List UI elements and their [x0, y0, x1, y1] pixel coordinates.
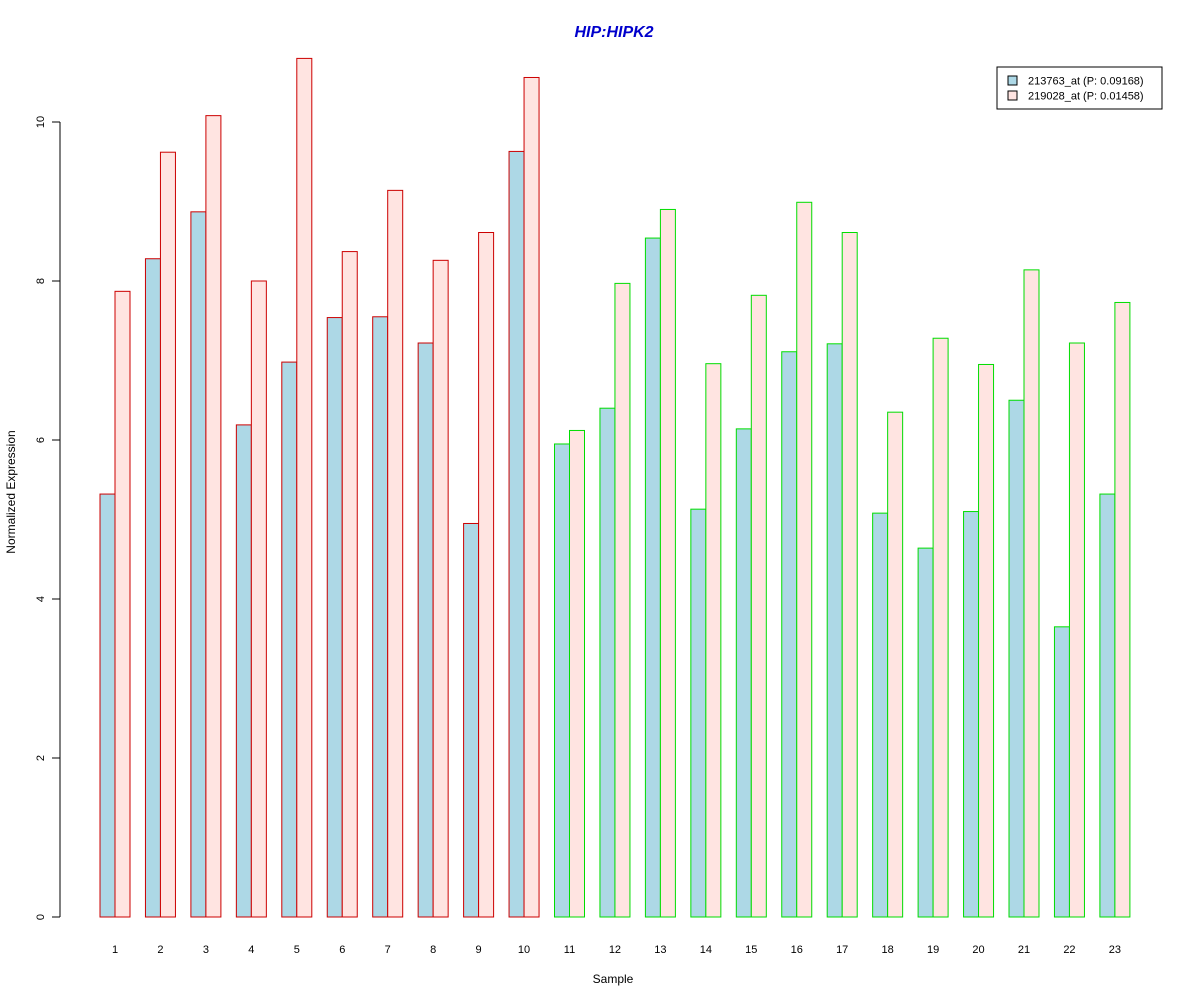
bar-series1-sample-13 [644, 237, 661, 918]
x-tick-label: 20 [972, 944, 984, 956]
bar-series1-sample-14 [690, 508, 707, 918]
x-tick-label: 17 [836, 944, 848, 956]
y-tick-label: 0 [35, 914, 47, 920]
x-tick-label: 2 [157, 944, 163, 956]
bar-series2-sample-1 [114, 290, 131, 918]
x-tick-label: 14 [700, 944, 712, 956]
bar-series1-sample-18 [872, 512, 889, 918]
bar-series1-sample-8 [417, 342, 434, 918]
x-tick-label: 19 [927, 944, 939, 956]
x-tick-label: 12 [609, 944, 621, 956]
bar-series1-sample-19 [917, 547, 934, 918]
bar-series1-sample-21 [1008, 399, 1025, 918]
bar-series1-sample-12 [599, 407, 616, 918]
x-tick-label: 15 [745, 944, 757, 956]
x-tick-label: 11 [564, 944, 575, 956]
bar-series2-sample-14 [705, 363, 722, 918]
bar-series2-sample-23 [1114, 301, 1131, 918]
x-tick-label: 3 [203, 944, 209, 956]
bar-series2-sample-11 [569, 429, 585, 918]
x-tick-label: 6 [339, 944, 345, 956]
x-tick-label: 4 [248, 944, 254, 956]
y-tick-label: 6 [35, 437, 47, 443]
legend-swatch [1007, 75, 1018, 86]
bar-series2-sample-20 [978, 363, 995, 918]
bar-series2-sample-18 [887, 411, 904, 918]
y-tick-label: 10 [35, 116, 47, 128]
bar-series1-sample-4 [235, 424, 252, 918]
y-tick-label: 4 [35, 596, 47, 602]
bar-series2-sample-10 [523, 76, 540, 918]
bar-series1-sample-22 [1053, 626, 1070, 918]
bar-series1-sample-20 [963, 511, 980, 918]
x-tick-label: 8 [430, 944, 436, 956]
bar-series2-sample-22 [1068, 342, 1085, 918]
legend-entry-label: 219028_at (P: 0.01458) [1028, 91, 1144, 103]
bar-series1-sample-5 [281, 361, 298, 918]
y-tick-label: 8 [35, 278, 47, 284]
bar-series1-sample-6 [326, 317, 343, 918]
bar-series2-sample-9 [478, 232, 495, 918]
bar-series2-sample-2 [159, 151, 176, 918]
bar-series2-sample-6 [341, 251, 358, 918]
legend-swatch [1007, 90, 1018, 101]
x-tick-labels: 1 2 3 4 5 6 7 8 9 10 11 12 13 14 15 16 17 18 19 20 21 22 23 [112, 944, 1121, 956]
x-tick-label: 9 [476, 944, 482, 956]
y-axis: 0 2 4 6 8 10 [35, 116, 61, 920]
bar-series2-sample-3 [205, 115, 222, 918]
bar-series1-sample-10 [508, 150, 525, 918]
x-tick-label: 23 [1109, 944, 1121, 956]
x-tick-label: 7 [385, 944, 391, 956]
bar-series2-sample-19 [932, 337, 949, 918]
bar-series2-sample-15 [750, 294, 767, 918]
bar-series2-sample-16 [796, 201, 813, 918]
y-tick-label: 2 [35, 755, 47, 761]
bar-series2-sample-5 [296, 57, 313, 918]
legend-entry-label: 213763_at (P: 0.09168) [1028, 76, 1144, 88]
bars-group [99, 57, 1131, 918]
bar-series1-sample-2 [144, 258, 161, 918]
bar-series2-sample-8 [432, 259, 449, 918]
bar-series2-sample-17 [841, 232, 858, 918]
bar-series1-sample-3 [190, 211, 207, 918]
bar-series1-sample-16 [781, 351, 798, 918]
bar-series1-sample-1 [99, 493, 116, 918]
x-tick-label: 1 [112, 944, 118, 956]
x-tick-label: 18 [882, 944, 894, 956]
x-tick-label: 16 [791, 944, 803, 956]
x-axis-label: Sample [593, 972, 634, 986]
bar-series2-sample-7 [387, 189, 404, 918]
x-tick-label: 13 [654, 944, 666, 956]
bar-series1-sample-17 [826, 343, 843, 918]
x-tick-label: 10 [518, 944, 530, 956]
bar-series1-sample-11 [554, 443, 570, 918]
bar-series2-sample-13 [659, 208, 676, 918]
legend-box [996, 66, 1163, 110]
x-tick-label: 5 [294, 944, 300, 956]
legend: 213763_at (P: 0.09168) 219028_at (P: 0.01… [996, 66, 1163, 110]
bar-series2-sample-4 [250, 280, 267, 918]
bar-series2-sample-12 [614, 282, 631, 918]
bar-series1-sample-23 [1099, 493, 1116, 918]
chart-title: HIP:HIPK2 [574, 24, 653, 41]
bar-series2-sample-21 [1023, 269, 1040, 918]
y-axis-label: Normalized Expression [4, 430, 18, 553]
x-tick-label: 21 [1018, 944, 1030, 956]
x-tick-label: 22 [1063, 944, 1075, 956]
bar-series1-sample-9 [463, 522, 480, 918]
bar-series1-sample-15 [735, 428, 752, 918]
bar-series1-sample-7 [372, 316, 389, 918]
